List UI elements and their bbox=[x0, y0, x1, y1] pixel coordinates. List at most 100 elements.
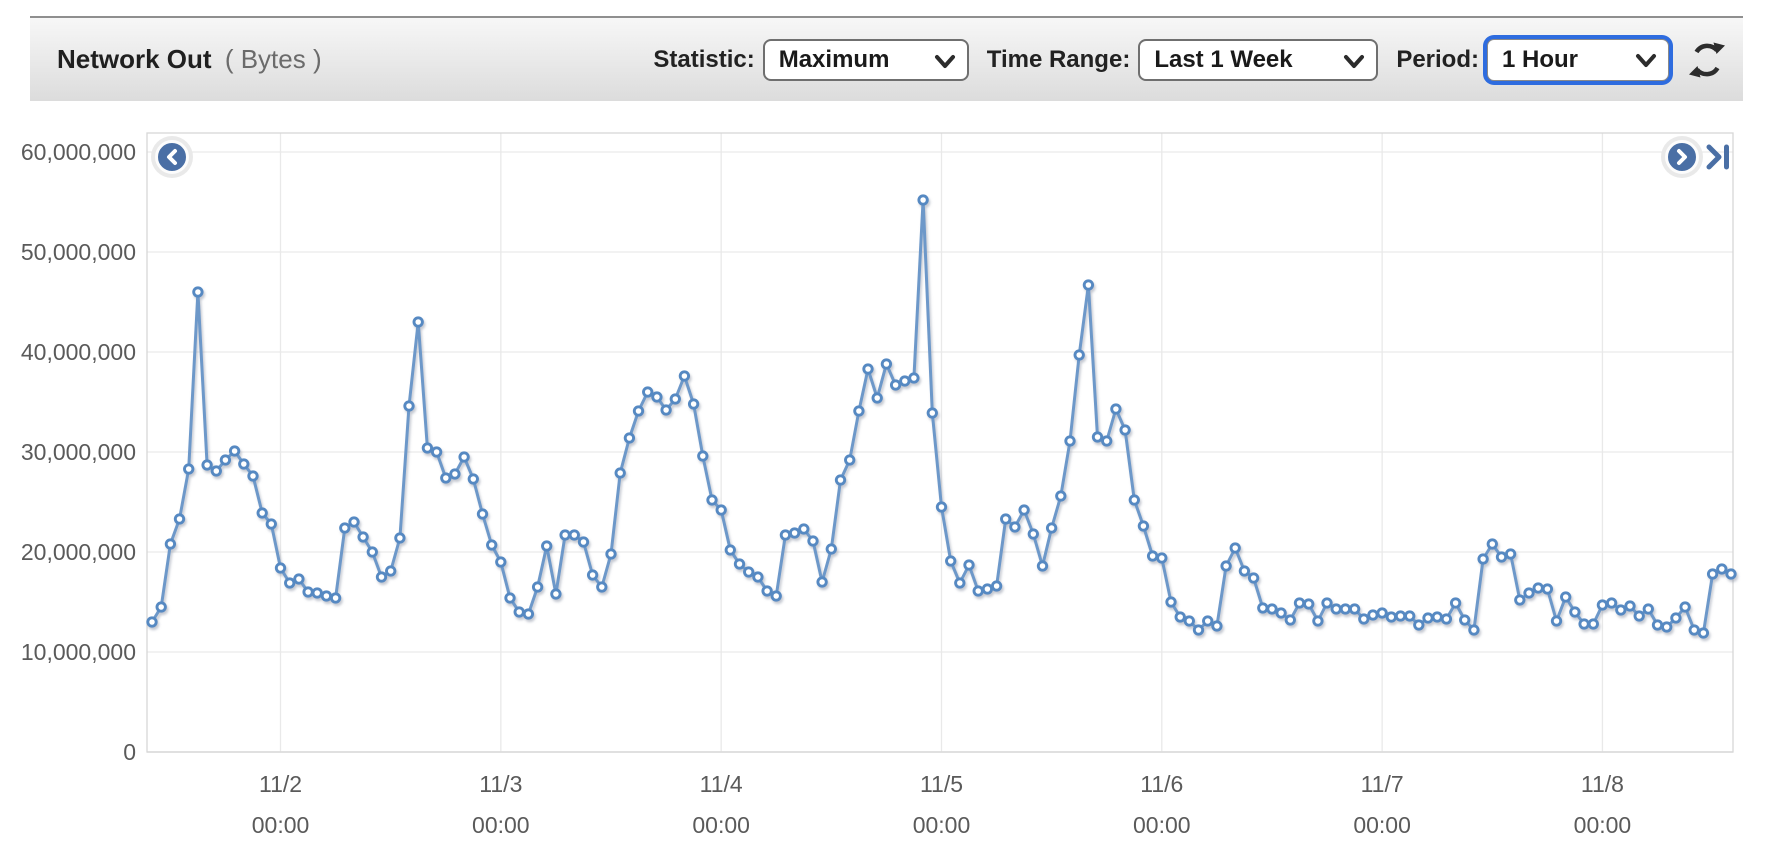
data-point-marker bbox=[1183, 615, 1195, 627]
data-point-marker bbox=[834, 474, 847, 486]
data-point-marker bbox=[1238, 565, 1251, 577]
data-point-marker bbox=[375, 571, 388, 583]
data-point-marker bbox=[568, 529, 580, 541]
page-title: Network Out ( Bytes ) bbox=[57, 44, 322, 75]
data-point-marker bbox=[385, 565, 397, 577]
scroll-left-button[interactable] bbox=[151, 136, 193, 178]
data-point-marker bbox=[1266, 603, 1278, 615]
data-point-marker bbox=[935, 501, 948, 513]
data-point-marker bbox=[1541, 583, 1554, 595]
x-tick-date: 11/3 bbox=[479, 771, 522, 797]
chart-plot-area[interactable] bbox=[147, 133, 1733, 752]
data-point-marker bbox=[348, 516, 360, 528]
data-point-marker bbox=[596, 581, 608, 593]
x-tick-time: 00:00 bbox=[1133, 812, 1191, 838]
data-point-marker bbox=[1257, 602, 1269, 614]
data-point-marker bbox=[183, 463, 195, 475]
data-point-marker bbox=[1156, 552, 1168, 564]
time-range-select[interactable]: Last 1 Week bbox=[1138, 38, 1379, 81]
y-tick-label: 60,000,000 bbox=[21, 139, 136, 165]
data-point-marker bbox=[1569, 606, 1581, 618]
data-point-marker bbox=[1091, 431, 1104, 443]
x-tick-date: 11/8 bbox=[1581, 771, 1624, 797]
x-tick-date: 11/4 bbox=[700, 771, 743, 797]
data-point-marker bbox=[1055, 490, 1067, 502]
data-point-marker bbox=[706, 494, 718, 506]
data-point-marker bbox=[1247, 572, 1260, 584]
data-point-marker bbox=[146, 616, 158, 628]
time-range-value: Last 1 Week bbox=[1154, 45, 1293, 73]
data-point-marker bbox=[1642, 603, 1654, 615]
data-point-marker bbox=[972, 585, 984, 597]
widget-header: Network Out ( Bytes ) Statistic: Maximum… bbox=[30, 18, 1743, 101]
data-point-marker bbox=[1073, 349, 1085, 361]
skip-to-end-button[interactable] bbox=[1705, 144, 1733, 170]
data-point-marker bbox=[660, 404, 672, 416]
data-point-marker bbox=[1146, 550, 1159, 562]
data-point-marker bbox=[825, 543, 837, 555]
data-point-marker bbox=[440, 472, 452, 484]
data-point-marker bbox=[1725, 568, 1737, 580]
data-point-marker bbox=[1385, 611, 1397, 623]
data-point-marker bbox=[449, 468, 461, 480]
chart-controls: Statistic: Maximum Time Range: Last 1 We… bbox=[635, 36, 1731, 84]
data-point-marker bbox=[926, 407, 938, 419]
data-point-marker bbox=[1229, 542, 1241, 554]
x-tick-time: 00:00 bbox=[472, 812, 530, 838]
data-point-marker bbox=[586, 569, 599, 581]
statistic-select[interactable]: Maximum bbox=[762, 38, 969, 81]
data-point-marker bbox=[1413, 619, 1425, 631]
data-point-marker bbox=[430, 446, 443, 458]
data-point-marker bbox=[1633, 610, 1645, 622]
data-point-marker bbox=[1018, 504, 1030, 516]
data-point-marker bbox=[284, 577, 296, 589]
data-point-marker bbox=[467, 473, 479, 485]
data-point-marker bbox=[642, 386, 654, 398]
scroll-right-button[interactable] bbox=[1661, 136, 1703, 178]
data-point-marker bbox=[788, 527, 801, 539]
data-point-marker bbox=[1137, 520, 1150, 532]
data-point-marker bbox=[1422, 612, 1434, 624]
data-point-marker bbox=[945, 555, 957, 567]
data-point-marker bbox=[1532, 582, 1544, 594]
data-point-marker bbox=[366, 546, 378, 558]
data-point-marker bbox=[779, 529, 792, 541]
data-point-marker bbox=[394, 532, 406, 544]
refresh-button[interactable] bbox=[1683, 36, 1731, 84]
metric-title: Network Out bbox=[57, 44, 212, 74]
data-point-marker bbox=[1605, 597, 1618, 609]
data-point-marker bbox=[164, 538, 177, 550]
data-point-marker bbox=[1293, 597, 1306, 609]
data-point-marker bbox=[697, 450, 709, 462]
gridlines bbox=[147, 133, 1733, 753]
chart-area: 0 10,000,000 20,000,000 30,000,000 40,000,00… bbox=[0, 100, 1772, 854]
data-point-marker bbox=[1486, 538, 1498, 550]
data-point-marker bbox=[1036, 560, 1049, 572]
data-point-marker bbox=[1504, 548, 1517, 560]
period-label: Period: bbox=[1396, 45, 1479, 73]
data-point-marker bbox=[339, 522, 351, 534]
data-point-marker bbox=[844, 454, 856, 466]
data-point-marker bbox=[1550, 615, 1563, 627]
data-point-marker bbox=[862, 363, 874, 375]
period-select[interactable]: 1 Hour bbox=[1487, 38, 1669, 81]
data-point-marker bbox=[1211, 620, 1223, 632]
panel-top-border bbox=[30, 16, 1743, 18]
data-point-marker bbox=[981, 583, 994, 595]
data-point-marker bbox=[1303, 598, 1315, 610]
data-point-marker bbox=[1358, 613, 1370, 625]
data-point-marker bbox=[770, 590, 782, 602]
x-tick-time: 00:00 bbox=[913, 812, 971, 838]
data-point-marker bbox=[687, 398, 700, 410]
data-point-marker bbox=[743, 566, 755, 578]
data-point-marker bbox=[1000, 513, 1012, 525]
statistic-value: Maximum bbox=[778, 45, 890, 73]
data-point-marker bbox=[1514, 594, 1526, 606]
data-point-marker bbox=[954, 577, 966, 589]
data-point-marker bbox=[899, 375, 911, 387]
data-point-marker bbox=[1679, 601, 1691, 613]
data-point-marker bbox=[210, 465, 222, 477]
data-point-marker bbox=[1367, 609, 1379, 621]
data-point-marker bbox=[1330, 603, 1342, 615]
data-point-marker bbox=[1192, 624, 1205, 636]
